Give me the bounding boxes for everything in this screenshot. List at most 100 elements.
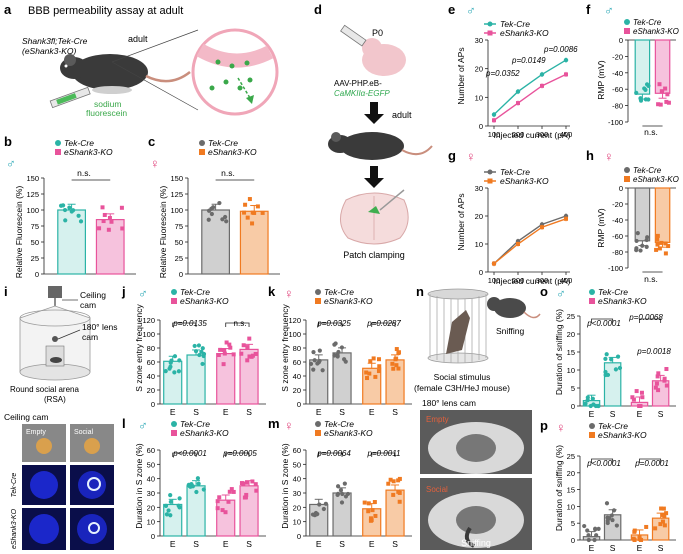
bar-j-0	[163, 360, 183, 405]
legend-marker-tek-k	[315, 289, 321, 295]
data-point-o-1	[615, 354, 621, 359]
y-tick-label-p: 10	[567, 502, 575, 511]
data-point-j-1	[193, 349, 199, 354]
y-tick-label-c: 25	[175, 254, 183, 263]
data-point-k-2	[376, 357, 381, 362]
data-point-j-1	[200, 346, 205, 351]
data-point-m-1	[335, 492, 340, 498]
sig-bracket-m-1	[371, 452, 396, 457]
y-tick-label-h: -80	[612, 248, 623, 257]
data-point-m-2	[373, 513, 378, 518]
y-tick-label-o: 5	[571, 384, 575, 393]
data-point-o-0	[585, 395, 590, 400]
sniffing-label-image: Sniffing	[461, 538, 491, 548]
data-point-p-0	[585, 528, 590, 533]
legend-c: Tek-Cre eShank3-KO	[199, 138, 257, 157]
social-label-n: Social	[426, 485, 448, 494]
panel-letter-a: a	[4, 2, 12, 17]
data-point-c-0	[223, 214, 228, 220]
panel-letter-n: n	[416, 284, 424, 299]
data-point-o-1	[613, 367, 619, 372]
data-point-j-3	[247, 336, 252, 341]
data-point-o-1	[603, 369, 608, 375]
arena-illustration	[19, 286, 91, 381]
ylabel-g: Number of APs	[456, 193, 466, 250]
data-point-m-3	[386, 481, 391, 486]
x-tick-label-j-1: S	[193, 407, 199, 417]
data-point-c-0	[209, 211, 214, 217]
data-point-k-1	[335, 354, 340, 359]
data-point-c-0	[206, 217, 211, 222]
legend-j: Tek-Cre eShank3-KO	[171, 287, 229, 306]
x-tick-label-m-3: S	[392, 539, 398, 549]
data-point-p-3	[659, 506, 664, 511]
chart-k: 0 20 40 60 80 100 120 E S E S	[288, 316, 412, 417]
legend-text-tek: Tek-Cre	[64, 138, 94, 148]
y-tick-label-c: 150	[170, 174, 183, 183]
patch-clamping-label: Patch clamping	[343, 250, 405, 260]
data-point-k-2	[368, 359, 373, 364]
data-point-j-0	[172, 370, 177, 375]
data-point-k-1	[342, 357, 347, 362]
x-tick-label-m-1: S	[339, 539, 345, 549]
data-point-o-1	[609, 357, 614, 362]
y-tick-label-l: 30	[147, 489, 155, 498]
data-point-k-0	[317, 358, 322, 364]
y-tick-label-o: 10	[567, 366, 575, 375]
y-tick-label-c: 125	[170, 190, 183, 199]
stimulus-label-2: (female C3H/HeJ mouse)	[414, 383, 510, 393]
x-tick-label-l-2: E	[223, 539, 229, 549]
sig-bracket-p-0	[591, 458, 614, 463]
ylabel-c: Relative Fluorescein (%)	[158, 186, 168, 279]
female-symbol-g: ♀	[466, 149, 476, 164]
ylabel-h: RMP (mV)	[596, 208, 606, 248]
legend-text-eshank-e: eShank3-KO	[500, 28, 549, 38]
data-point-l-0	[177, 496, 182, 501]
legend-text-tek-f: Tek-Cre	[633, 18, 662, 27]
panel-letter-j: j	[121, 284, 126, 299]
data-point-k-0	[311, 350, 316, 355]
panel-p: p ♀ Tek-Cre eShank3-KO Duration of sniff…	[540, 418, 676, 553]
legend-text-eshank-l: eShank3-KO	[180, 428, 229, 438]
panel-d: d P0 AAV-PHP.eB- CaMKIIα-EGFP adult Patc…	[314, 2, 433, 260]
data-point-c-0	[220, 217, 225, 222]
y-tick-label-j: 60	[147, 358, 155, 367]
pvalue-k-1: p=0.0325	[316, 319, 351, 328]
x-tick-label-e: 200	[512, 130, 525, 139]
xlabel-e: Injected current (pA)	[493, 130, 570, 140]
data-point-l-3	[254, 488, 259, 493]
data-point-l-0	[166, 508, 171, 513]
data-point-o-3	[655, 374, 660, 379]
empty-label-n: Empty	[426, 415, 449, 424]
panel-letter-g: g	[448, 148, 456, 163]
ceiling-camera-icon	[48, 286, 62, 298]
data-point-m-2	[372, 500, 377, 505]
vessel-zoom-illustration	[111, 28, 279, 116]
data-point-o-1	[603, 356, 608, 362]
data-point-l-1	[195, 476, 200, 481]
data-point-m-0	[315, 511, 320, 517]
data-point-k-2	[364, 370, 369, 375]
x-tick-label-k-0: E	[316, 407, 322, 417]
chart-e: 0 10 20 30 100 200 300 400	[475, 36, 573, 139]
data-point-p-1	[605, 520, 610, 526]
data-point-c-1	[260, 210, 265, 215]
legend-marker-tek-j	[171, 289, 177, 295]
data-point-o-2	[631, 397, 636, 402]
legend-text-eshank-p: eShank3-KO	[598, 430, 647, 440]
x-tick-label-p-2: E	[637, 543, 643, 553]
y-tick-label-j: 0	[151, 400, 155, 409]
data-point-k-0	[317, 348, 322, 353]
data-point-e-1	[492, 118, 496, 123]
data-point-o-2	[634, 389, 639, 394]
data-point-j-1	[200, 361, 205, 367]
sig-bracket-o-0	[591, 318, 614, 323]
data-point-j-2	[221, 348, 226, 353]
arena-label-1: Round social arena	[10, 385, 79, 394]
data-point-c-1	[250, 221, 255, 226]
y-tick-label-e: 30	[475, 36, 483, 45]
data-point-h-1	[655, 237, 660, 242]
data-point-b-1	[100, 205, 105, 210]
data-point-l-0	[164, 512, 170, 517]
y-tick-label-j: 40	[147, 372, 155, 381]
